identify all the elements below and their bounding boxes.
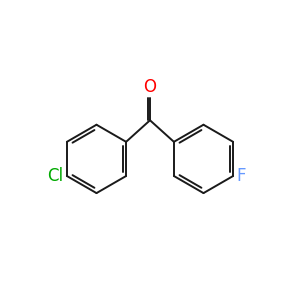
Text: F: F xyxy=(237,167,246,185)
Text: O: O xyxy=(143,78,157,96)
Text: Cl: Cl xyxy=(47,167,63,185)
